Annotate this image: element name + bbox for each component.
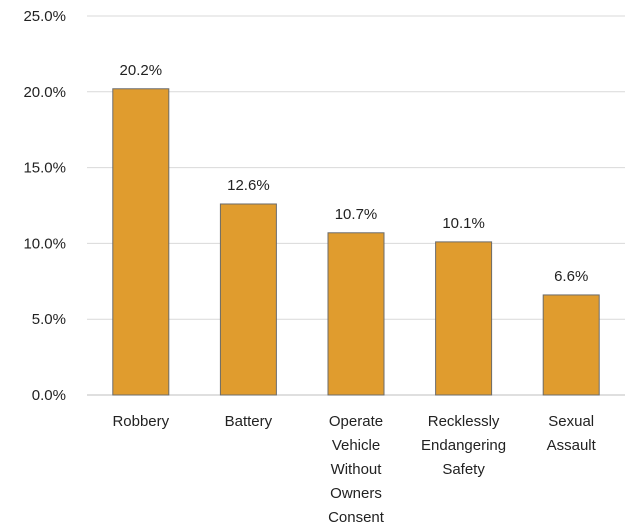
bar: [327, 232, 385, 396]
category-label: Recklessly Endangering Safety: [421, 413, 506, 478]
category-labels: Robbery Battery Operate Vehicle Without Owner…: [112, 413, 596, 526]
category-label: Battery: [225, 413, 273, 430]
y-tick-label: 15.0%: [23, 160, 66, 177]
bar: [112, 88, 170, 396]
category-label: Robbery: [112, 413, 169, 430]
bar: [542, 294, 600, 396]
data-labels: 20.2% 12.6% 10.7% 10.1% 6.6%: [120, 62, 589, 285]
y-tick-label: 20.0%: [23, 84, 66, 101]
y-tick-label: 25.0%: [23, 8, 66, 25]
data-label: 20.2%: [120, 62, 163, 79]
bar: [435, 241, 493, 396]
bars: [112, 88, 600, 396]
data-label: 12.6%: [227, 177, 270, 194]
data-label: 10.7%: [335, 206, 378, 223]
data-label: 6.6%: [554, 268, 588, 285]
y-tick-label: 10.0%: [23, 235, 66, 252]
category-label: Sexual Assault: [547, 413, 597, 454]
y-tick-label: 0.0%: [32, 387, 66, 404]
category-label: Operate Vehicle Without Owners Consent: [328, 413, 385, 526]
y-axis-tick-labels: 0.0% 5.0% 10.0% 15.0% 20.0% 25.0%: [23, 8, 66, 404]
bar: [219, 203, 277, 396]
data-label: 10.1%: [442, 215, 485, 232]
y-tick-label: 5.0%: [32, 311, 66, 328]
